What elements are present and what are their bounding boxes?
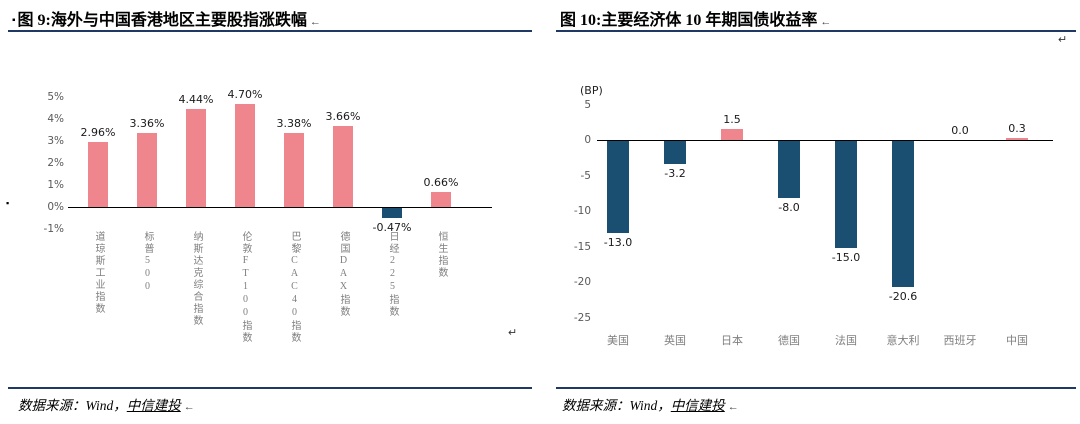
category-label: 巴黎CAC40指数 [289, 231, 300, 344]
line-break-icon: ← [309, 16, 321, 28]
line-break-icon: ← [727, 401, 739, 413]
figure10-chart: 5 0 -5 -10 -15 -20 -25 -13.0 美国 -3.2 英国 1.5 日本 -8.0 德国… [545, 80, 1080, 372]
category-label: 美国 [607, 335, 629, 347]
source-link[interactable]: 中信建投 [670, 398, 725, 413]
category-label: 日本 [721, 335, 743, 347]
figure9-title-text: 图 9:海外与中国香港地区主要股指涨跌幅 [17, 12, 307, 29]
y-axis-tick-label: 2% [47, 157, 64, 169]
value-label: -8.0 [778, 200, 800, 214]
source-prefix: 数据来源：Wind， [562, 398, 671, 413]
bar [835, 141, 857, 248]
bar [778, 141, 800, 198]
line-break-icon: ← [820, 16, 832, 28]
y-axis-tick-label: -25 [573, 311, 591, 324]
value-label: -0.47% [372, 221, 412, 235]
category-label: 西班牙 [943, 335, 977, 347]
value-label: 3.66% [325, 110, 361, 124]
y-axis-tick-label: -10 [573, 205, 591, 217]
value-label: 3.38% [276, 116, 312, 130]
axis-unit-label: (BP) [580, 84, 603, 97]
bar [892, 141, 914, 288]
source-rule-right [556, 387, 1076, 389]
margin-square-icon: ▪ [6, 198, 10, 208]
y-axis-tick-label: 4% [47, 113, 64, 125]
bar [186, 109, 206, 207]
category-label: 德国 [778, 335, 800, 347]
value-label: 4.44% [178, 93, 214, 107]
bar [137, 133, 157, 207]
figure9-chart: 5% 4% 3% 2% 1% 0% -1% 2.96% 道琼斯工业指数 3.36% 标普500 4.4… [30, 85, 520, 357]
y-axis-tick-label: 1% [47, 179, 64, 191]
bar [235, 103, 255, 207]
value-label: 1.5 [723, 113, 741, 127]
figure10-title-text: 图 10:主要经济体 10 年期国债收益率 [560, 12, 818, 29]
value-label: -15.0 [831, 250, 861, 264]
value-label: 3.36% [129, 117, 165, 131]
bar [607, 141, 629, 234]
category-label: 恒生指数 [436, 231, 447, 279]
y-axis-tick-label: 0 [584, 134, 591, 146]
category-label: 法国 [835, 335, 857, 347]
category-label: 中国 [1006, 335, 1028, 347]
title-rule-left [8, 30, 532, 32]
value-label: 2.96% [80, 125, 116, 139]
bar [333, 126, 353, 207]
bar [382, 208, 402, 219]
figure10-title: 图 10:主要经济体 10 年期国债收益率 ← [560, 6, 831, 30]
source-rule-left [8, 387, 532, 389]
bar [1006, 137, 1028, 140]
value-label: -20.6 [888, 290, 918, 304]
y-axis-tick-label: -1% [43, 223, 64, 235]
source-prefix: 数据来源：Wind， [18, 398, 127, 413]
y-axis-tick-label: 3% [47, 135, 64, 147]
y-axis-tick-label: -5 [580, 169, 591, 182]
title-bullet-icon: ▪ [12, 15, 16, 26]
y-axis-tick-label: 5 [584, 98, 591, 111]
category-label: 英国 [664, 335, 686, 347]
value-label: 0.0 [951, 124, 969, 137]
line-break-icon: ↵ [508, 327, 518, 339]
y-axis-tick-label: -20 [573, 276, 591, 288]
category-label: 意大利 [886, 335, 920, 347]
source-link[interactable]: 中信建投 [126, 398, 181, 413]
zero-axis-line [597, 140, 1053, 141]
source-right: 数据来源：Wind，中信建投 ← [562, 394, 739, 414]
bar [721, 129, 743, 140]
bar [664, 141, 686, 164]
bar [284, 132, 304, 207]
title-rule-right [556, 30, 1076, 32]
source-left: 数据来源：Wind，中信建投 ← [18, 394, 195, 414]
y-axis-tick-label: -15 [573, 240, 591, 253]
category-label: 标普500 [142, 231, 153, 294]
value-label: -13.0 [603, 236, 633, 250]
y-axis-tick-label: 0% [47, 201, 64, 213]
value-label: -3.2 [664, 166, 686, 180]
bar [88, 141, 108, 207]
value-label: 4.70% [227, 87, 263, 101]
figure9-title: ▪ 图 9:海外与中国香港地区主要股指涨跌幅 ← [12, 6, 321, 30]
line-break-icon: ← [183, 401, 195, 413]
category-label: 道琼斯工业指数 [93, 231, 104, 315]
value-label: 0.66% [423, 176, 459, 190]
value-label: 0.3 [1008, 121, 1026, 135]
bar [431, 192, 451, 207]
y-axis-tick-label: 5% [47, 91, 64, 103]
category-label: 日经225指数 [387, 231, 398, 318]
category-label: 纳斯达克综合指数 [191, 231, 202, 327]
category-label: 德国DAX指数 [338, 231, 349, 318]
line-break-icon: ↵ [1058, 34, 1068, 46]
category-label: 伦敦FT100指数 [240, 231, 251, 344]
zero-axis-line [68, 207, 492, 208]
